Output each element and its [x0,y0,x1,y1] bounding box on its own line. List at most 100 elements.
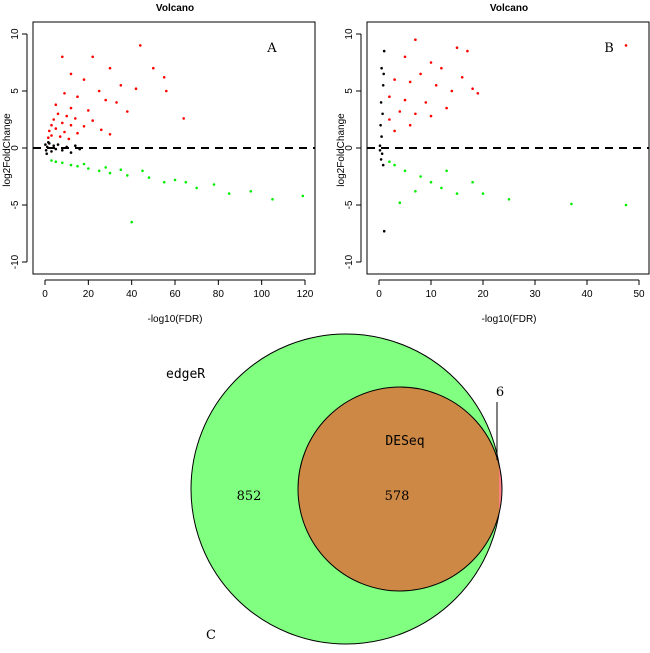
point-down-regulated-13 [398,201,402,204]
point-up-regulated-19 [414,112,417,116]
x-tick-label: 0 [42,289,48,300]
point-up-regulated-6 [162,76,166,79]
point-not-significant-2 [381,84,385,87]
point-down-regulated-0 [130,220,133,224]
point-not-significant-8 [61,149,64,152]
x-tick-label: 40 [126,289,138,300]
point-down-regulated-3 [481,192,485,195]
point-down-regulated-23 [184,180,188,184]
point-up-regulated-21 [65,114,68,118]
point-not-significant-5 [52,144,55,147]
x-tick-label: 20 [477,289,489,300]
point-down-regulated-9 [393,163,396,167]
point-up-regulated-29 [82,125,86,128]
x-tick-label: 40 [581,289,593,300]
point-up-regulated-30 [54,127,58,130]
point-up-regulated-38 [108,133,112,136]
point-down-regulated-5 [162,180,166,184]
point-down-regulated-13 [69,163,73,167]
point-down-regulated-22 [212,183,216,186]
x-tick-label: 80 [213,289,225,300]
point-down-regulated-11 [87,167,90,170]
point-up-regulated-28 [69,123,73,127]
point-down-regulated-12 [76,164,79,168]
point-down-regulated-8 [126,174,129,177]
plot-a-y-label: log2FoldChange [2,113,13,187]
y-tick-label: -5 [344,200,355,209]
point-not-significant-11 [74,144,77,147]
y-tick-label: -10 [344,254,355,269]
point-up-regulated-5 [429,61,433,64]
venn-circle-deseq-outline [297,386,503,592]
y-tick-label: 0 [344,145,355,151]
point-up-regulated-9 [393,78,396,81]
point-up-regulated-17 [69,106,73,110]
venn-count-both: 578 [385,489,410,504]
plot-a-x-label: -log10(FDR) [147,314,202,325]
point-up-regulated-7 [82,78,86,81]
venn-count-edger-only: 852 [237,489,262,504]
point-up-regulated-23 [182,117,185,120]
point-down-regulated-14 [61,161,64,165]
point-up-regulated-8 [119,84,123,87]
point-up-regulated-31 [100,128,103,132]
point-up-regulated-24 [471,87,474,90]
point-not-significant-1 [44,149,48,152]
point-down-regulated-10 [388,160,391,163]
plot-a-marks [44,44,305,224]
point-up-regulated-22 [393,129,396,133]
point-down-regulated-18 [141,169,144,173]
point-down-regulated-2 [271,198,274,201]
point-down-regulated-1 [570,202,573,206]
plot-b-x-label: -log10(FDR) [481,314,536,325]
plot-a-title: Volcano [156,3,194,14]
point-up-regulated-39 [67,137,71,141]
point-up-regulated-11 [165,89,168,93]
venn-panel-letter: C [206,628,216,643]
x-tick-label: 60 [169,289,181,300]
point-up-regulated-26 [61,121,64,125]
point-up-regulated-25 [91,119,94,122]
plot-a-y-axis: -10 -5 0 5 10 [10,28,28,269]
point-down-regulated-16 [50,159,53,162]
point-up-regulated-4 [152,66,155,70]
point-up-regulated-23 [429,114,433,118]
point-up-regulated-36 [58,135,62,138]
point-down-regulated-7 [419,175,422,178]
point-up-regulated-0 [139,44,142,47]
point-not-significant-4 [50,150,53,153]
point-up-regulated-8 [460,76,464,79]
x-tick-label: 0 [376,289,382,300]
point-up-regulated-1 [61,55,64,59]
plot-a-panel-letter: A [266,41,277,56]
point-down-regulated-1 [301,194,305,198]
x-tick-label: 50 [633,289,645,300]
point-not-significant-13 [382,72,386,76]
point-down-regulated-20 [82,162,86,166]
point-up-regulated-18 [87,109,90,112]
y-tick-label: 10 [10,28,21,40]
venn-count-deseq-only: 6 [496,385,504,400]
point-up-regulated-12 [63,92,66,95]
point-down-regulated-3 [227,192,231,195]
point-not-significant-1 [380,66,383,70]
point-up-regulated-20 [388,118,391,121]
point-up-regulated-35 [50,134,53,137]
point-not-significant-9 [379,158,383,161]
point-up-regulated-20 [56,112,60,116]
plot-b-x-axis: 0 10 20 30 40 50 [376,279,645,300]
point-up-regulated-16 [54,103,58,106]
point-not-significant-6 [54,147,58,151]
point-down-regulated-11 [445,169,448,173]
point-down-regulated-10 [97,169,101,173]
y-tick-label: 0 [10,145,21,151]
point-down-regulated-21 [249,190,253,193]
x-tick-label: 120 [297,289,314,300]
point-up-regulated-2 [455,46,459,49]
point-down-regulated-6 [429,180,433,184]
point-not-significant-12 [378,149,382,152]
point-up-regulated-9 [134,87,138,90]
point-down-regulated-4 [455,192,459,195]
point-down-regulated-19 [104,166,107,169]
y-tick-label: 10 [344,28,355,40]
